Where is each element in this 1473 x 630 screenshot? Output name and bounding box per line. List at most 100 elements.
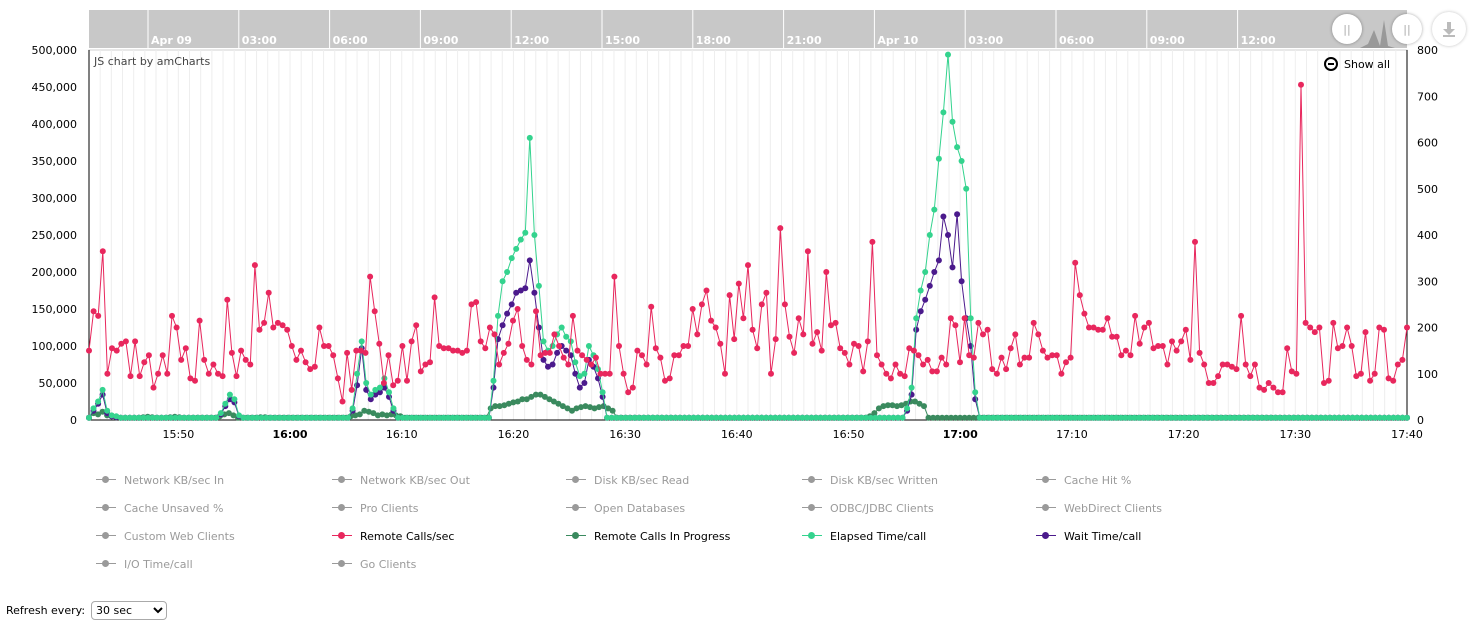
data-point	[572, 370, 579, 377]
data-point	[445, 414, 451, 421]
scrollbar-left-grip[interactable]: ||	[1332, 14, 1362, 44]
data-point	[917, 308, 924, 315]
data-point	[164, 370, 171, 377]
data-point	[1399, 356, 1406, 363]
data-point	[113, 413, 120, 420]
legend-item[interactable]: Network KB/sec Out	[332, 470, 470, 490]
data-point	[169, 312, 175, 319]
data-point	[1104, 414, 1110, 421]
refresh-interval-select[interactable]: 30 sec	[91, 601, 168, 620]
scrollbar-right-grip[interactable]: ||	[1392, 14, 1422, 44]
legend-item[interactable]: Cache Unsaved %	[96, 498, 223, 518]
data-point	[298, 347, 304, 354]
legend-item[interactable]: I/O Time/call	[96, 554, 193, 574]
data-point	[281, 414, 288, 421]
legend-marker-icon	[1036, 530, 1056, 542]
data-point	[458, 414, 465, 421]
data-point	[1390, 377, 1397, 384]
data-point	[667, 414, 674, 421]
data-point	[749, 326, 756, 333]
data-point	[1376, 324, 1383, 331]
legend-label: ODBC/JDBC Clients	[830, 501, 934, 515]
scrollbar-label: 06:00	[1059, 34, 1094, 47]
data-point	[408, 338, 415, 345]
data-point	[358, 338, 365, 345]
data-point	[254, 414, 261, 421]
legend-item[interactable]: Wait Time/call	[1036, 526, 1141, 546]
data-point	[163, 414, 170, 421]
data-point	[1026, 414, 1033, 421]
data-point	[522, 285, 529, 292]
data-point	[578, 404, 584, 411]
data-point	[363, 386, 370, 393]
data-point	[922, 269, 929, 275]
data-point	[717, 340, 724, 347]
data-point	[921, 403, 927, 410]
data-point	[1099, 414, 1106, 421]
scrollbar-track[interactable]	[89, 10, 1407, 48]
data-point	[685, 343, 692, 349]
data-point	[1141, 324, 1148, 331]
download-button[interactable]	[1432, 12, 1466, 46]
data-point	[690, 414, 697, 421]
data-point	[662, 377, 668, 384]
data-point	[445, 345, 452, 352]
legend-item[interactable]: Network KB/sec In	[96, 470, 224, 490]
legend-item[interactable]: Pro Clients	[332, 498, 419, 518]
legend-marker-icon	[1036, 502, 1056, 514]
scrollbar-label: 18:00	[696, 34, 731, 47]
data-point	[230, 412, 237, 419]
legend-item[interactable]: Remote Calls/sec	[332, 526, 454, 546]
data-point	[1340, 414, 1347, 421]
legend-item[interactable]: ODBC/JDBC Clients	[802, 498, 934, 518]
data-point	[1311, 329, 1318, 336]
legend-item[interactable]: Open Databases	[566, 498, 685, 518]
data-point	[383, 412, 390, 419]
data-point	[602, 370, 609, 377]
data-point	[1219, 361, 1226, 368]
legend-item[interactable]: Disk KB/sec Written	[802, 470, 938, 490]
data-point	[417, 368, 424, 375]
data-point	[804, 414, 811, 421]
data-point	[1321, 380, 1327, 386]
data-point	[517, 287, 524, 294]
y-axis-left: 0 50,000 100,000 150,000 200,000 250,000 300,0…	[32, 44, 90, 427]
data-point	[894, 403, 900, 410]
data-point	[504, 269, 511, 275]
data-point	[913, 326, 920, 333]
data-point	[970, 354, 977, 361]
legend-item[interactable]: Remote Calls In Progress	[566, 526, 730, 546]
data-point	[132, 338, 139, 345]
y-left-tick-label: 200,000	[32, 266, 78, 279]
data-point	[817, 414, 824, 421]
legend-item[interactable]: Custom Web Clients	[96, 526, 235, 546]
data-point	[1302, 319, 1309, 326]
data-point	[1021, 354, 1028, 361]
show-all-button[interactable]: Show all	[1324, 57, 1390, 71]
x-tick-label: 16:10	[386, 428, 418, 441]
data-point	[357, 347, 364, 354]
legend-item[interactable]: Elapsed Time/call	[802, 526, 926, 546]
legend-item[interactable]: Disk KB/sec Read	[566, 470, 689, 490]
chart-credit[interactable]: JS chart by amCharts	[93, 55, 210, 68]
data-point	[1344, 324, 1351, 331]
data-point	[708, 317, 715, 324]
data-point	[316, 324, 323, 331]
data-point	[326, 414, 333, 421]
data-point	[912, 398, 918, 405]
data-point	[1344, 414, 1351, 421]
data-point	[549, 361, 556, 368]
data-point	[122, 414, 129, 421]
legend-label: Cache Hit %	[1064, 473, 1132, 487]
chart-scrollbar[interactable]: Apr 09 03:00 06:00 09:00 12:00 15:00 18:00 21:0…	[89, 10, 1407, 48]
data-point	[311, 363, 318, 370]
data-point	[217, 410, 224, 417]
legend-item[interactable]: Cache Hit %	[1036, 470, 1131, 490]
legend-item[interactable]: Go Clients	[332, 554, 416, 574]
data-point	[1158, 414, 1165, 421]
data-point	[290, 414, 297, 421]
data-point	[622, 414, 629, 421]
legend-label: Elapsed Time/call	[830, 529, 927, 543]
data-point	[317, 414, 324, 421]
legend-item[interactable]: WebDirect Clients	[1036, 498, 1162, 518]
